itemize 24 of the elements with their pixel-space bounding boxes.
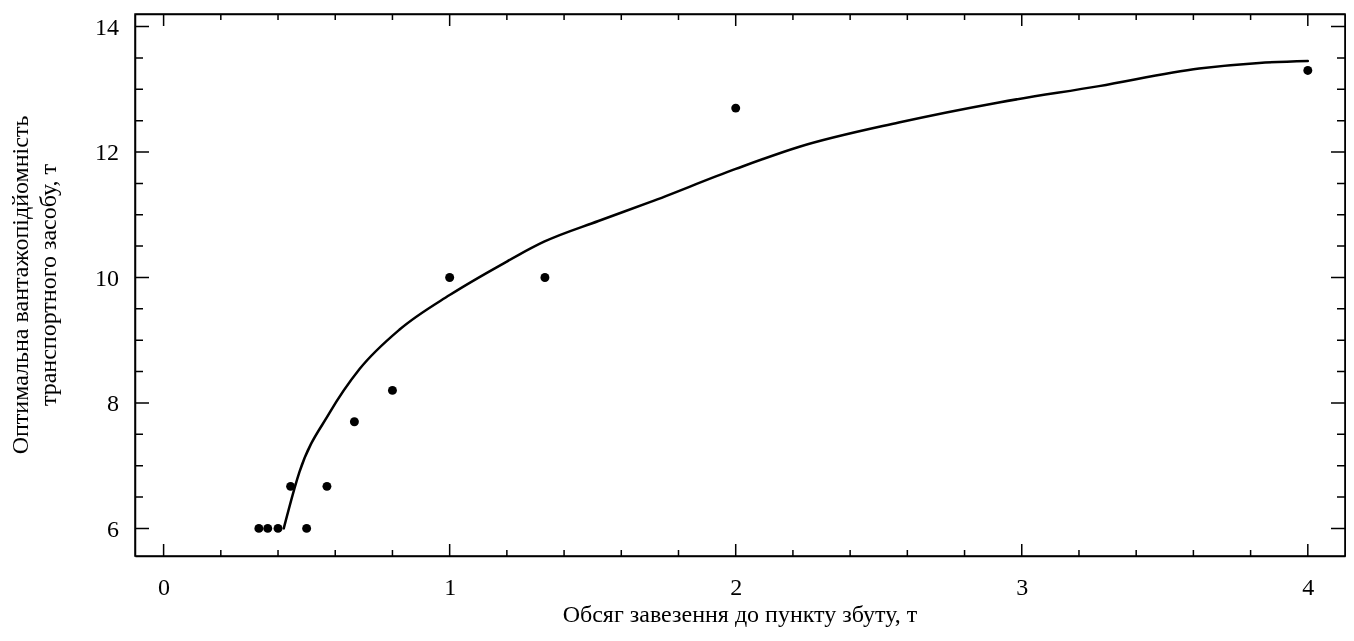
point [302,523,312,533]
y-tick-label: 10 [95,264,119,291]
point [387,385,397,395]
x-tick-label: 0 [158,574,171,601]
x-tick-label: 2 [730,574,743,601]
point [349,417,359,427]
x-tick-label: 1 [444,574,457,601]
x-tick-label: 3 [1016,574,1029,601]
point [540,273,550,282]
point [445,273,455,282]
y-tick-label: 8 [107,390,119,417]
point [273,523,283,533]
y-axis-title: Оптимальна вантажопідйомність транспортного засобу, т [7,115,61,455]
point [731,103,741,113]
x-axis-title: Обсяг завезення до пункту збуту, т [562,601,918,627]
point [263,523,273,533]
point [286,481,296,491]
y-tick-label: 12 [95,139,119,166]
point [322,481,332,491]
y-tick-label: 14 [95,13,119,40]
x-tick-label: 4 [1302,574,1315,601]
y-tick-label: 6 [107,515,119,542]
point [1303,66,1313,75]
point [254,523,264,533]
